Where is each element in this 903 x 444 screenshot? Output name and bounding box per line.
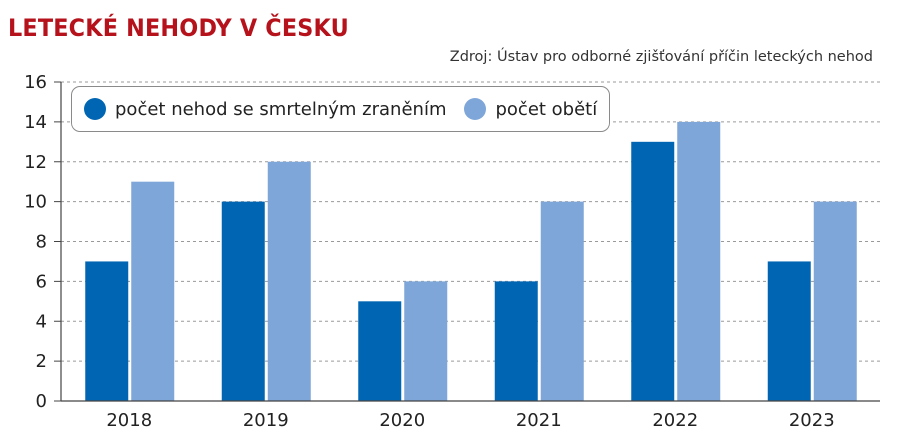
bar-accidents-2022 [631, 141, 675, 401]
legend-swatch-dark [84, 98, 106, 120]
y-tick-label: 14 [24, 112, 47, 133]
legend-label: počet obětí [495, 98, 598, 120]
y-tick-label: 8 [36, 232, 47, 253]
bar-victims-2022 [677, 121, 721, 401]
x-tick-label: 2021 [516, 410, 562, 431]
legend-label: počet nehod se smrtelným zraněním [115, 98, 447, 120]
x-axis-ticks: 2018 2019 2020 2021 2022 2023 [106, 410, 834, 431]
y-axis-ticks: 0 2 4 6 8 10 12 14 16 [24, 72, 61, 412]
bar-accidents-2021 [494, 281, 538, 401]
bar-accidents-2018 [85, 261, 129, 401]
x-tick-label: 2020 [379, 410, 425, 431]
y-tick-label: 2 [36, 351, 47, 372]
source-note: Zdroj: Ústav pro odborné zjišťování příč… [449, 49, 873, 65]
x-tick-label: 2018 [106, 410, 152, 431]
x-tick-label: 2019 [243, 410, 289, 431]
x-tick-label: 2023 [789, 410, 835, 431]
y-tick-label: 10 [24, 192, 47, 213]
bar-accidents-2023 [767, 261, 811, 401]
chart-title: LETECKÉ NEHODY V ČESKU [8, 14, 349, 42]
y-tick-label: 0 [36, 391, 47, 412]
legend-swatch-light [464, 98, 487, 120]
bars [85, 121, 857, 401]
bar-victims-2021 [540, 201, 584, 401]
y-tick-label: 6 [36, 271, 47, 292]
bar-victims-2023 [813, 201, 857, 401]
legend-item-fatal-accidents: počet nehod se smrtelným zraněním [84, 98, 446, 120]
y-tick-label: 16 [24, 72, 47, 93]
axes [60, 82, 880, 402]
legend: počet nehod se smrtelným zraněním počet … [71, 86, 611, 132]
y-tick-label: 4 [36, 311, 47, 332]
y-tick-label: 12 [24, 152, 47, 173]
bar-victims-2019 [267, 161, 311, 401]
bar-accidents-2020 [358, 301, 402, 401]
bar-accidents-2019 [221, 201, 265, 401]
bar-victims-2020 [404, 281, 448, 401]
x-tick-label: 2022 [652, 410, 698, 431]
legend-item-victims: počet obětí [464, 98, 597, 120]
bar-victims-2018 [131, 181, 175, 401]
